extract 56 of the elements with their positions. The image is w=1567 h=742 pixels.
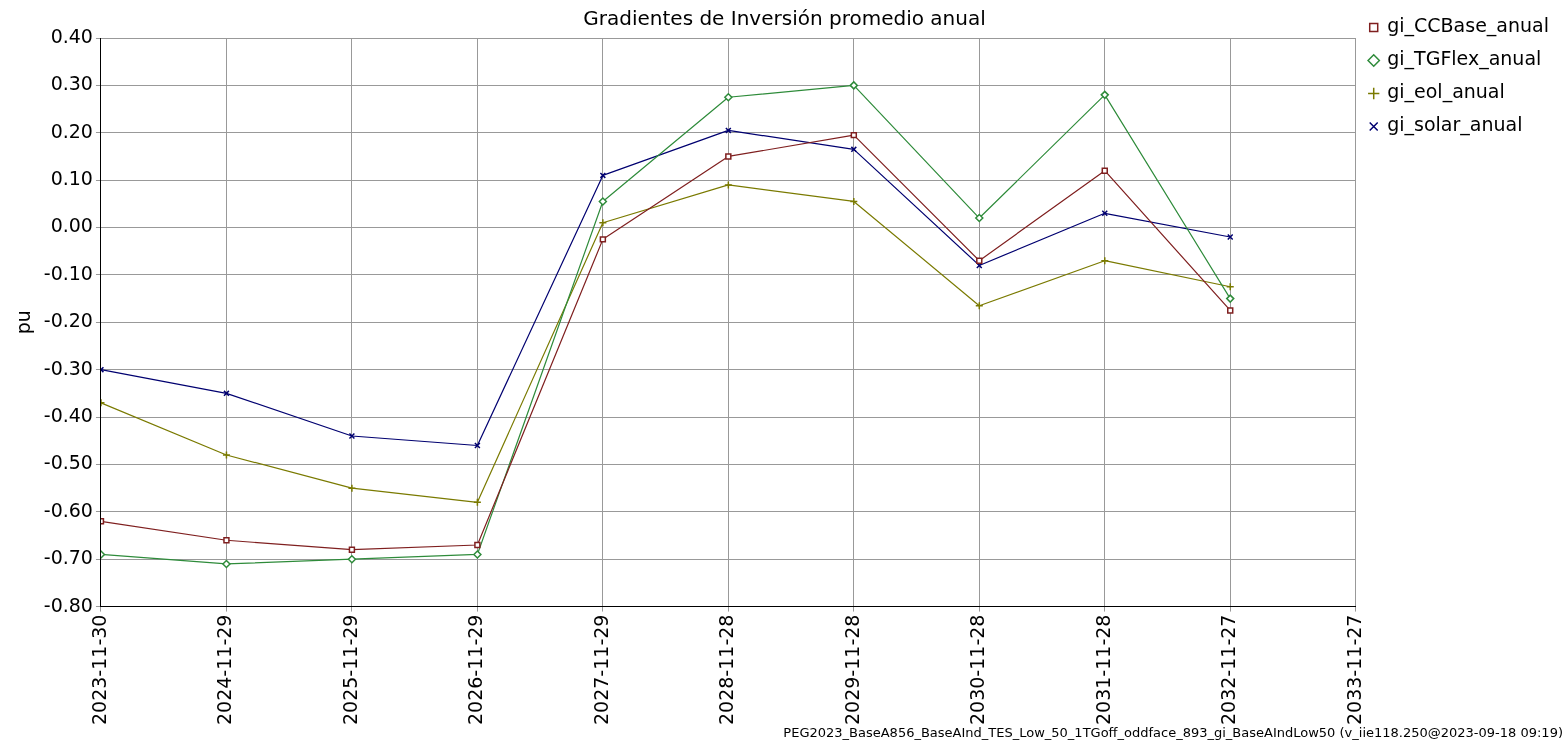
x-tick-label: 2025-11-29: [338, 614, 361, 725]
x-tick-label: 2027-11-29: [589, 614, 612, 725]
x-tick-label: 2029-11-28: [840, 614, 863, 725]
point: [850, 131, 858, 139]
point: [1227, 307, 1234, 314]
point: [348, 546, 356, 553]
y-tick-label: -0.80: [43, 593, 93, 616]
point: [724, 92, 733, 102]
y-tick-label: -0.60: [43, 498, 93, 521]
x-tick-label: 2028-11-28: [715, 614, 738, 725]
y-tick-label: 0.30: [50, 72, 93, 95]
y-tick-label: 0.40: [50, 24, 93, 47]
point: [599, 236, 607, 243]
point: [1101, 167, 1108, 174]
chart-title: Gradientes de Inversión promedio anual: [583, 6, 986, 31]
point: [222, 559, 231, 569]
legend-label: gi_eol_anual: [1387, 80, 1505, 104]
text: PEG2023_BaseA856_BaseAInd_TES_Low_50_1TGoff_oddface_893_gi_BaseAIndLow50 (v_iie118.250@2023-09-18 09:19): [783, 724, 1563, 740]
x-tick-label: 2033-11-27: [1342, 614, 1365, 725]
point: [347, 554, 357, 564]
point: [976, 257, 983, 264]
point: [473, 550, 482, 559]
y-tick-label: 0.20: [50, 119, 93, 142]
point: [474, 541, 481, 549]
y-tick-label: -0.30: [43, 356, 93, 379]
legend-label: gi_TGFlex_anual: [1387, 47, 1542, 71]
x-tick-label: 2026-11-29: [464, 614, 487, 725]
legend-label: gi_solar_anual: [1387, 113, 1523, 137]
point: [975, 213, 984, 223]
point: [1100, 90, 1110, 100]
point: [598, 197, 608, 206]
y-tick-label: 0.10: [50, 167, 93, 190]
point: [849, 197, 859, 206]
point: [1100, 256, 1110, 265]
x-tick-label: 2023-11-30: [87, 614, 110, 725]
point: [347, 483, 357, 493]
y-axis-title: pu: [12, 310, 35, 335]
x-tick-label: 2030-11-28: [966, 614, 989, 725]
y-tick-label: -0.50: [43, 451, 93, 474]
point: [1225, 294, 1235, 303]
y-tick-label: -0.10: [43, 261, 93, 284]
y-tick-label: -0.20: [43, 309, 93, 332]
point: [222, 450, 231, 460]
point: [724, 180, 733, 190]
point: [725, 153, 732, 160]
y-tick-label: 0.00: [50, 214, 93, 237]
point: [223, 537, 230, 544]
x-tick-label: 2031-11-28: [1091, 614, 1114, 725]
point: [598, 218, 608, 228]
x-tick-label: 2032-11-27: [1217, 614, 1240, 725]
legend-label: gi_CCBase_anual: [1387, 14, 1550, 38]
y-tick-label: -0.70: [43, 546, 93, 569]
y-tick-label: -0.40: [43, 403, 93, 426]
x-tick-label: 2024-11-29: [213, 614, 236, 725]
point: [849, 81, 859, 90]
point: [100, 518, 105, 525]
